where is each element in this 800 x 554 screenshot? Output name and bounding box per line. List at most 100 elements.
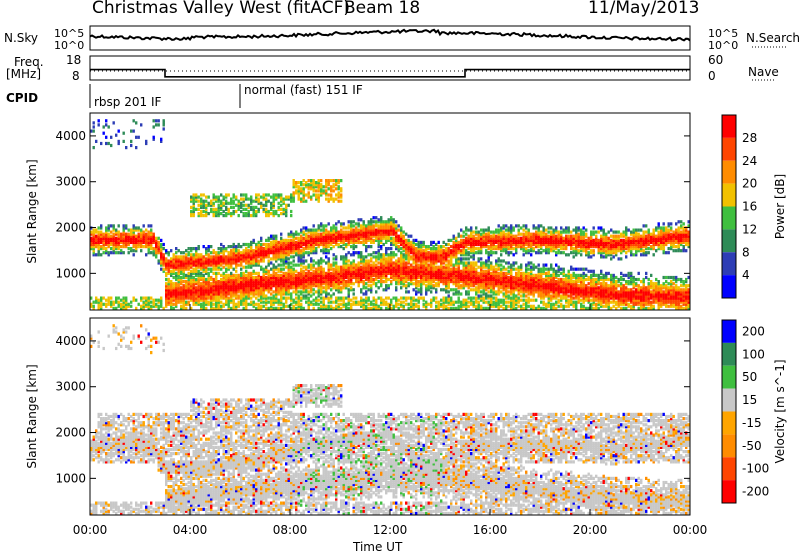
power-panel-cell — [150, 306, 153, 310]
power-panel-cell — [300, 228, 303, 232]
power-panel-cell — [175, 304, 178, 308]
power-panel-cell — [97, 230, 100, 234]
power-panel-cell — [155, 240, 158, 244]
power-panel-cell — [127, 234, 130, 238]
power-panel-cell — [217, 257, 220, 261]
power-panel-cell — [357, 265, 360, 269]
power-panel-cell — [475, 247, 478, 251]
power-panel-cell — [347, 275, 350, 280]
power-panel-cell — [157, 251, 160, 255]
power-panel-cell — [160, 139, 163, 143]
power-panel-cell — [95, 236, 98, 240]
power-panel-cell — [370, 277, 373, 282]
power-panel-cell — [242, 277, 245, 282]
power-panel-cell — [325, 277, 328, 282]
power-panel-cell — [190, 273, 193, 277]
power-panel-cell — [305, 282, 308, 286]
power-panel-cell — [175, 288, 178, 292]
power-panel-cell — [107, 234, 110, 238]
power-panel-cell — [205, 306, 208, 310]
power-panel-cell — [310, 271, 313, 275]
power-panel-cell — [322, 189, 325, 193]
power-panel-cell — [362, 300, 365, 304]
power-panel-cell — [315, 197, 318, 201]
power-panel-cell — [250, 251, 253, 255]
power-panel-cell — [220, 290, 223, 294]
power-panel-cell — [302, 273, 305, 277]
power-panel-cell — [265, 207, 268, 211]
power-panel-cell — [187, 259, 190, 263]
power-panel-cell — [497, 298, 500, 302]
power-panel-cell — [302, 189, 305, 193]
power-panel-cell — [160, 302, 163, 306]
power-panel-cell — [107, 141, 110, 146]
power-panel-cell — [137, 236, 140, 240]
power-panel-cell — [327, 263, 330, 267]
power-panel-cell — [275, 195, 278, 199]
power-panel-cell — [287, 249, 290, 253]
power-panel-cell — [207, 277, 210, 282]
power-panel-cell — [342, 302, 345, 306]
power-panel-cell — [272, 273, 275, 277]
power-panel-cell — [272, 255, 275, 259]
power-panel-cell — [325, 282, 328, 286]
power-panel-cell — [97, 251, 100, 255]
power-panel-cell — [232, 273, 235, 277]
power-panel-cell — [320, 286, 323, 290]
power-panel-cell — [282, 249, 285, 253]
power-panel-cell — [192, 203, 195, 207]
power-panel-cell — [130, 230, 133, 234]
power-panel-cell — [370, 271, 373, 275]
power-panel-cell — [265, 300, 268, 304]
power-panel-cell — [317, 280, 320, 284]
power-panel-cell — [165, 300, 168, 304]
power-panel-cell — [342, 280, 345, 284]
power-panel-cell — [147, 232, 150, 236]
power-panel-cell — [427, 302, 430, 306]
power-panel-cell — [185, 282, 188, 286]
power-panel-cell — [225, 282, 228, 286]
power-panel-cell — [217, 205, 220, 209]
power-panel-cell — [292, 284, 295, 288]
power-panel-cell — [315, 193, 318, 197]
power-panel-cell — [180, 267, 183, 271]
power-panel-cell — [347, 226, 350, 230]
power-panel-cell — [275, 288, 278, 292]
power-panel-cell — [225, 205, 228, 209]
power-panel-cell — [360, 290, 363, 294]
power-panel-cell — [460, 257, 463, 261]
power-panel-cell — [185, 286, 188, 290]
power-panel-cell — [252, 284, 255, 288]
power-panel-cell — [415, 238, 418, 242]
power-panel-cell — [147, 245, 150, 249]
power-panel-cell — [420, 296, 423, 300]
power-panel-cell — [335, 261, 338, 265]
power-panel-cell — [365, 245, 368, 249]
power-panel-cell — [182, 267, 185, 271]
power-panel-cell — [185, 292, 188, 296]
power-panel-cell — [180, 304, 183, 308]
power-panel-cell — [117, 141, 120, 146]
power-panel-cell — [305, 242, 308, 247]
power-panel-cell — [327, 261, 330, 265]
power-panel-cell — [245, 257, 248, 261]
power-panel-cell — [302, 251, 305, 255]
power-panel-cell — [115, 296, 118, 300]
power-panel-cell — [177, 255, 180, 259]
power-panel-cell — [237, 255, 240, 259]
power-panel-cell — [92, 146, 95, 150]
power-panel-cell — [365, 261, 368, 265]
power-panel-cell — [295, 269, 298, 273]
power-panel-cell — [282, 245, 285, 249]
power-panel-cell — [217, 195, 220, 199]
power-panel-cell — [220, 277, 223, 282]
power-panel-cell — [222, 251, 225, 255]
power-panel-cell — [350, 245, 353, 249]
power-panel-cell — [370, 253, 373, 257]
power-panel-cell — [302, 253, 305, 257]
power-panel-cell — [422, 240, 425, 244]
power-panel-cell — [290, 267, 293, 271]
power-panel-cell — [530, 232, 533, 236]
power-panel-cell — [285, 214, 288, 218]
power-panel-cell — [92, 304, 95, 308]
